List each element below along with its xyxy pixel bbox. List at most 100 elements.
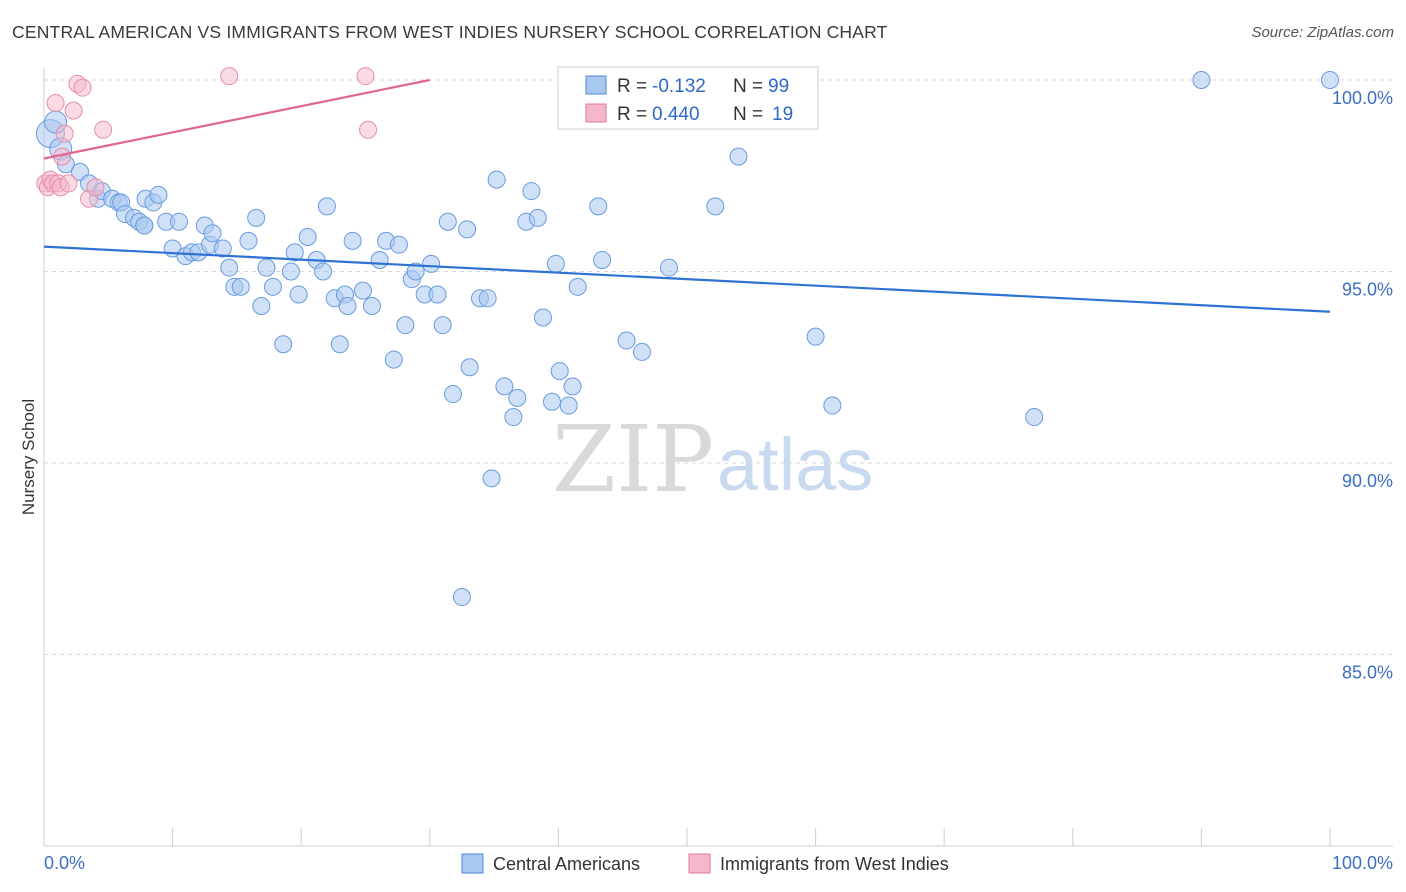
point-central-americans — [338, 296, 357, 315]
point-central-americans — [252, 296, 271, 315]
legend-swatch-blue — [585, 75, 607, 95]
point-central-americans — [568, 277, 587, 296]
point-west-indies — [94, 120, 113, 139]
point-central-americans — [231, 277, 250, 296]
point-central-americans — [533, 308, 552, 327]
y-tick-label: 95.0% — [1342, 280, 1393, 300]
point-central-americans — [239, 231, 258, 250]
trend-line-west-indies — [43, 78, 431, 160]
gridlines — [44, 79, 1393, 655]
legend-r-value-2: 0.440 — [652, 104, 700, 125]
point-central-americans — [706, 197, 725, 216]
trend-lines — [43, 78, 1331, 313]
series-legend-west-indies: Immigrants from West Indies — [720, 854, 949, 874]
point-central-americans — [274, 335, 293, 354]
point-central-americans — [823, 396, 842, 415]
point-central-americans — [1192, 71, 1211, 89]
point-west-indies — [59, 174, 78, 193]
point-central-americans — [263, 277, 282, 296]
point-central-americans — [458, 220, 477, 239]
axes: 100.0% 95.0% 90.0% 85.0% — [43, 68, 1393, 847]
trend-line-central-americans — [43, 245, 1331, 313]
legend-r-label-1: R = — [617, 76, 647, 97]
point-central-americans — [617, 331, 636, 350]
source-label: Source: ZipAtlas.com — [1251, 24, 1394, 41]
point-central-americans — [317, 197, 336, 216]
point-central-americans — [422, 254, 441, 273]
point-central-americans — [370, 251, 389, 270]
point-central-americans — [213, 239, 232, 258]
point-central-americans — [281, 262, 300, 281]
point-central-americans — [343, 231, 362, 250]
series-legend-swatch-west-indies — [688, 853, 711, 874]
point-west-indies — [55, 124, 74, 143]
point-central-americans — [384, 350, 403, 369]
point-central-americans — [289, 285, 308, 304]
point-central-americans — [220, 258, 239, 277]
point-central-americans — [504, 408, 523, 427]
point-central-americans — [135, 216, 154, 235]
point-central-americans — [593, 251, 612, 270]
legend-n-label-2: N = — [733, 104, 763, 125]
watermark-zip: ZIP — [552, 406, 714, 513]
point-central-americans — [806, 327, 825, 346]
point-west-indies — [86, 178, 105, 197]
legend-n-label-1: N = — [733, 76, 763, 97]
point-central-americans — [257, 258, 276, 277]
legend-n-value-1: 99 — [768, 76, 789, 97]
point-central-americans — [330, 335, 349, 354]
point-central-americans — [563, 377, 582, 396]
point-central-americans — [362, 296, 381, 315]
point-central-americans — [314, 262, 333, 281]
point-central-americans — [482, 469, 501, 488]
point-central-americans — [1025, 408, 1044, 427]
chart-title: CENTRAL AMERICAN VS IMMIGRANTS FROM WEST… — [12, 22, 888, 42]
point-west-indies — [220, 67, 239, 86]
y-tick-label: 90.0% — [1342, 471, 1393, 491]
x-tick-label-min: 0.0% — [44, 853, 85, 873]
point-west-indies — [46, 93, 65, 112]
legend-swatch-pink — [585, 103, 607, 123]
point-central-americans — [428, 285, 447, 304]
point-central-americans — [659, 258, 678, 277]
point-west-indies — [356, 67, 375, 86]
point-central-americans — [632, 342, 651, 361]
watermark-atlas: atlas — [717, 423, 873, 506]
point-central-americans — [1321, 71, 1339, 89]
x-tick-label-max: 100.0% — [1332, 853, 1393, 873]
point-central-americans — [433, 316, 452, 335]
point-central-americans — [389, 235, 408, 254]
point-central-americans — [353, 281, 372, 300]
series-legend: Central Americans Immigrants from West I… — [461, 853, 949, 874]
point-central-americans — [528, 208, 547, 227]
point-central-americans — [149, 185, 168, 204]
point-central-americans — [487, 170, 506, 189]
point-central-americans — [396, 316, 415, 335]
point-central-americans — [298, 228, 317, 247]
correlation-legend: R = -0.132 N = 99 R = 0.440 N = 19 — [557, 66, 819, 130]
legend-r-value-1: -0.132 — [652, 76, 706, 97]
point-central-americans — [550, 362, 569, 381]
y-tick-label: 100.0% — [1332, 88, 1393, 108]
legend-n-value-2: 19 — [772, 104, 793, 125]
point-west-indies — [73, 78, 92, 97]
y-axis-title: Nursery School — [19, 399, 38, 515]
point-central-americans — [542, 392, 561, 411]
point-central-americans — [247, 208, 266, 227]
point-central-americans — [438, 212, 457, 231]
point-central-americans — [443, 385, 462, 404]
series-legend-swatch-central-americans — [461, 853, 484, 874]
legend-r-label-2: R = — [617, 104, 647, 125]
data-points — [35, 67, 1339, 607]
point-central-americans — [559, 396, 578, 415]
point-west-indies — [64, 101, 83, 120]
point-central-americans — [546, 254, 565, 273]
point-central-americans — [285, 243, 304, 262]
point-west-indies — [359, 120, 378, 139]
point-central-americans — [460, 358, 479, 377]
series-legend-central-americans: Central Americans — [493, 854, 640, 874]
point-central-americans — [452, 588, 471, 607]
point-central-americans — [589, 197, 608, 216]
point-central-americans — [729, 147, 748, 166]
